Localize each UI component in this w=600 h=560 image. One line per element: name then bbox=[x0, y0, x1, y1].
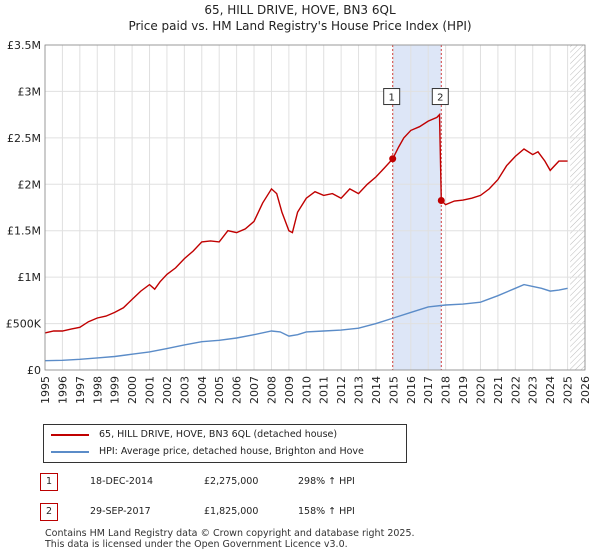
event-label-box bbox=[383, 88, 401, 106]
legend-label-hpi: HPI: Average price, detached house, Brig… bbox=[99, 446, 364, 457]
price-chart: £0 £500K £1M £1.5M £2M £2.5M £3M £3.5M 1995 1996 1… bbox=[6, 39, 592, 404]
transaction-number: 2 bbox=[40, 503, 58, 521]
x-tick-label: 2006 bbox=[231, 376, 244, 404]
event-label: 1 bbox=[389, 93, 395, 104]
footer-line-1: Contains HM Land Registry data © Crown c… bbox=[45, 528, 415, 539]
x-tick-label: 1998 bbox=[91, 376, 104, 404]
legend-label-property: 65, HILL DRIVE, HOVE, BN3 6QL (detached … bbox=[99, 429, 338, 440]
property-price-line bbox=[44, 112, 568, 334]
chart-title: 65, HILL DRIVE, HOVE, BN3 6QL bbox=[204, 3, 396, 17]
x-tick-label: 2004 bbox=[196, 376, 209, 404]
transaction-hpi: 158% ↑ HPI bbox=[298, 506, 355, 517]
event-label: 2 bbox=[437, 93, 443, 104]
footer-line-2: This data is licensed under the Open Gov… bbox=[45, 539, 348, 550]
x-tick-label: 2009 bbox=[283, 376, 296, 404]
y-tick-label: £3M bbox=[18, 85, 42, 98]
hpi-line bbox=[44, 283, 568, 362]
sale-point bbox=[437, 197, 445, 205]
x-tick-label: 2001 bbox=[144, 376, 157, 404]
x-tick-label: 1996 bbox=[56, 376, 69, 404]
x-tick-label: 2019 bbox=[457, 376, 470, 404]
x-tick-label: 2023 bbox=[527, 376, 540, 404]
transaction-number: 1 bbox=[40, 473, 58, 491]
transaction-price: £1,825,000 bbox=[204, 506, 259, 517]
plot-frame bbox=[44, 44, 586, 371]
x-tick-label: 2024 bbox=[544, 376, 557, 404]
x-tick-label: 1997 bbox=[74, 376, 87, 404]
x-tick-label: 2010 bbox=[300, 376, 313, 404]
x-tick-label: 1995 bbox=[39, 376, 52, 404]
y-tick-label: £1M bbox=[18, 271, 42, 284]
event-label-box bbox=[431, 88, 449, 106]
x-tick-label: 2002 bbox=[161, 376, 174, 404]
x-tick-label: 2025 bbox=[562, 376, 575, 404]
transaction-price: £2,275,000 bbox=[204, 476, 259, 487]
legend-swatch-hpi bbox=[51, 450, 89, 453]
x-tick-label: 2003 bbox=[178, 376, 191, 404]
plot-area bbox=[45, 45, 585, 370]
legend-item-hpi: HPI: Average price, detached house, Brig… bbox=[51, 445, 364, 459]
x-tick-label: 2026 bbox=[579, 376, 592, 404]
x-tick-label: 2021 bbox=[492, 376, 505, 404]
future-hatch-region bbox=[570, 45, 585, 370]
x-tick-label: 2017 bbox=[422, 376, 435, 404]
x-tick-label: 2018 bbox=[440, 376, 453, 404]
x-tick-label: 2011 bbox=[318, 376, 331, 404]
y-tick-label: £1.5M bbox=[7, 225, 41, 238]
x-tick-label: 2005 bbox=[213, 376, 226, 404]
x-tick-label: 2015 bbox=[387, 376, 400, 404]
transaction-hpi: 298% ↑ HPI bbox=[298, 476, 355, 487]
chart-subtitle: Price paid vs. HM Land Registry's House … bbox=[128, 19, 472, 33]
x-tick-label: 2016 bbox=[405, 376, 418, 404]
footer: Contains HM Land Registry data © Crown c… bbox=[45, 528, 415, 550]
sale-point bbox=[389, 155, 397, 163]
transaction-date: 29-SEP-2017 bbox=[90, 506, 151, 517]
x-tick-label: 2020 bbox=[474, 376, 487, 404]
legend-item-property: 65, HILL DRIVE, HOVE, BN3 6QL (detached … bbox=[51, 428, 337, 442]
y-tick-label: £2.5M bbox=[7, 132, 41, 145]
legend: 65, HILL DRIVE, HOVE, BN3 6QL (detached … bbox=[43, 424, 407, 463]
x-tick-label: 2007 bbox=[248, 376, 261, 404]
x-tick-label: 2013 bbox=[353, 376, 366, 404]
x-tick-label: 1999 bbox=[109, 376, 122, 404]
x-tick-label: 2000 bbox=[126, 376, 139, 404]
legend-swatch-property bbox=[51, 433, 89, 436]
y-tick-label: £2M bbox=[18, 178, 42, 191]
x-tick-label: 2022 bbox=[509, 376, 522, 404]
y-tick-label: £0 bbox=[27, 364, 41, 377]
x-tick-label: 2012 bbox=[335, 376, 348, 404]
transaction-date: 18-DEC-2014 bbox=[90, 476, 154, 487]
x-tick-label: 2014 bbox=[370, 376, 383, 404]
x-tick-label: 2008 bbox=[265, 376, 278, 404]
y-tick-label: £500K bbox=[6, 318, 42, 331]
y-tick-label: £3.5M bbox=[7, 39, 41, 52]
